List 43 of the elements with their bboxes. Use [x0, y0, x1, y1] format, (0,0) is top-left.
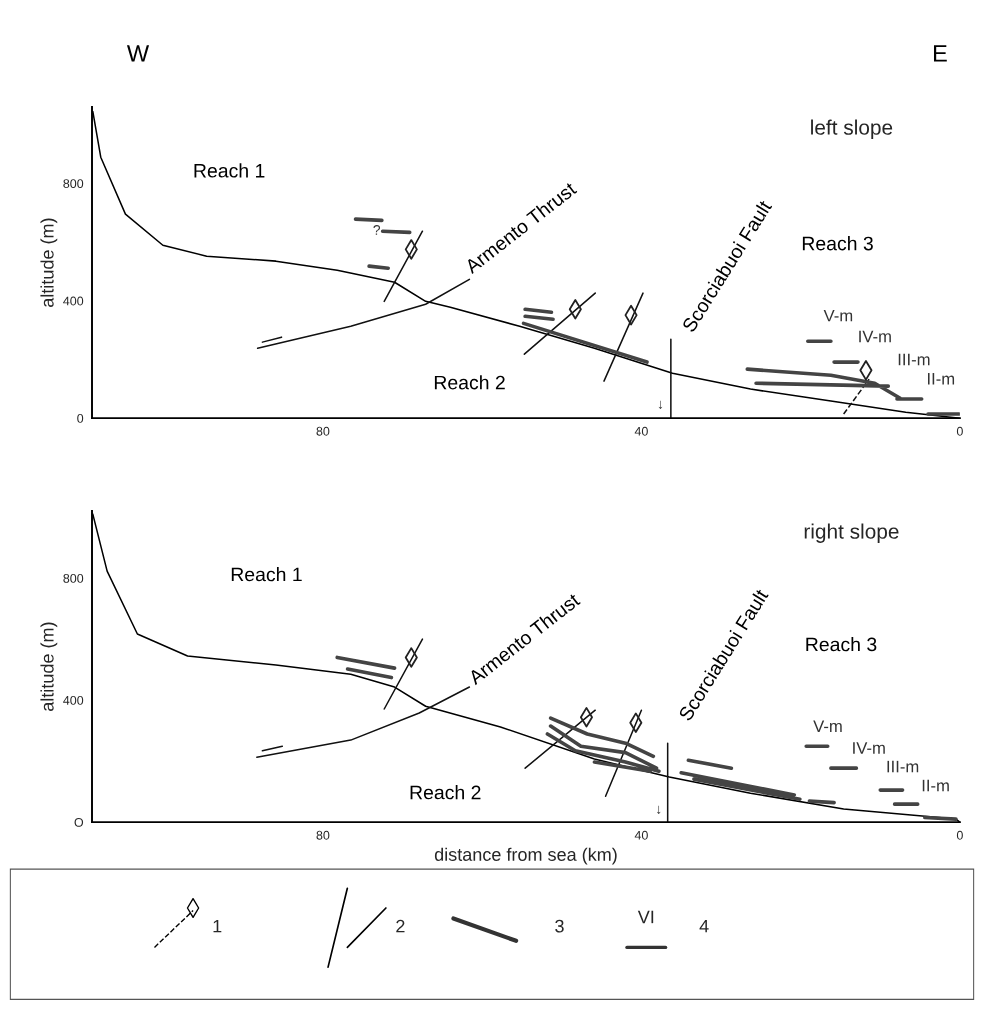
- x-axis-title: distance from sea (km): [434, 847, 617, 865]
- y-tick-label: O: [74, 817, 84, 827]
- y-tick-label: 400: [63, 296, 84, 306]
- x-tick-label: 40: [634, 830, 648, 840]
- y-axis-title: altitude (m): [40, 218, 58, 307]
- y-tick-label: 400: [63, 695, 84, 705]
- annotation: IV-m: [853, 742, 885, 754]
- annotation: III-m: [898, 353, 930, 366]
- y-tick-label: 800: [63, 179, 84, 189]
- text: E: [933, 45, 947, 62]
- annotation: II-m: [927, 373, 955, 385]
- text: 1: [213, 919, 222, 933]
- annotation: IV-m: [859, 330, 891, 343]
- annotation: Reach 1: [194, 163, 265, 178]
- x-tick-label: 0: [956, 830, 963, 840]
- x-tick-label: 80: [316, 830, 330, 840]
- y-tick-label: 0: [77, 413, 84, 423]
- text: VI: [637, 910, 654, 924]
- x-tick-label: 80: [316, 426, 330, 436]
- y-axis-title: altitude (m): [40, 622, 58, 711]
- annotation: ↓: [657, 805, 661, 815]
- text: 2: [396, 919, 405, 933]
- text: left slope: [811, 119, 893, 139]
- annotation: II-m: [922, 779, 949, 792]
- annotation: V-m: [813, 720, 842, 732]
- text: right slope: [804, 523, 899, 543]
- annotation: III-m: [887, 760, 919, 773]
- line-series: [256, 278, 471, 350]
- annotation: Reach 3: [802, 236, 873, 251]
- y-tick-label: 800: [63, 573, 84, 583]
- annotation: ?: [373, 225, 381, 235]
- text: 4: [699, 919, 709, 933]
- annotation: Reach 3: [806, 637, 877, 652]
- x-tick-label: 40: [634, 426, 648, 436]
- annotation: ↓: [658, 400, 663, 410]
- text: 3: [555, 919, 564, 933]
- x-tick-label: 0: [956, 426, 963, 436]
- annotation: V-m: [823, 309, 853, 322]
- annotation: Reach 2: [410, 785, 481, 800]
- line-series: [256, 686, 471, 758]
- annotation: Reach 2: [434, 375, 505, 390]
- annotation: Reach 1: [231, 567, 302, 582]
- text: W: [126, 45, 150, 62]
